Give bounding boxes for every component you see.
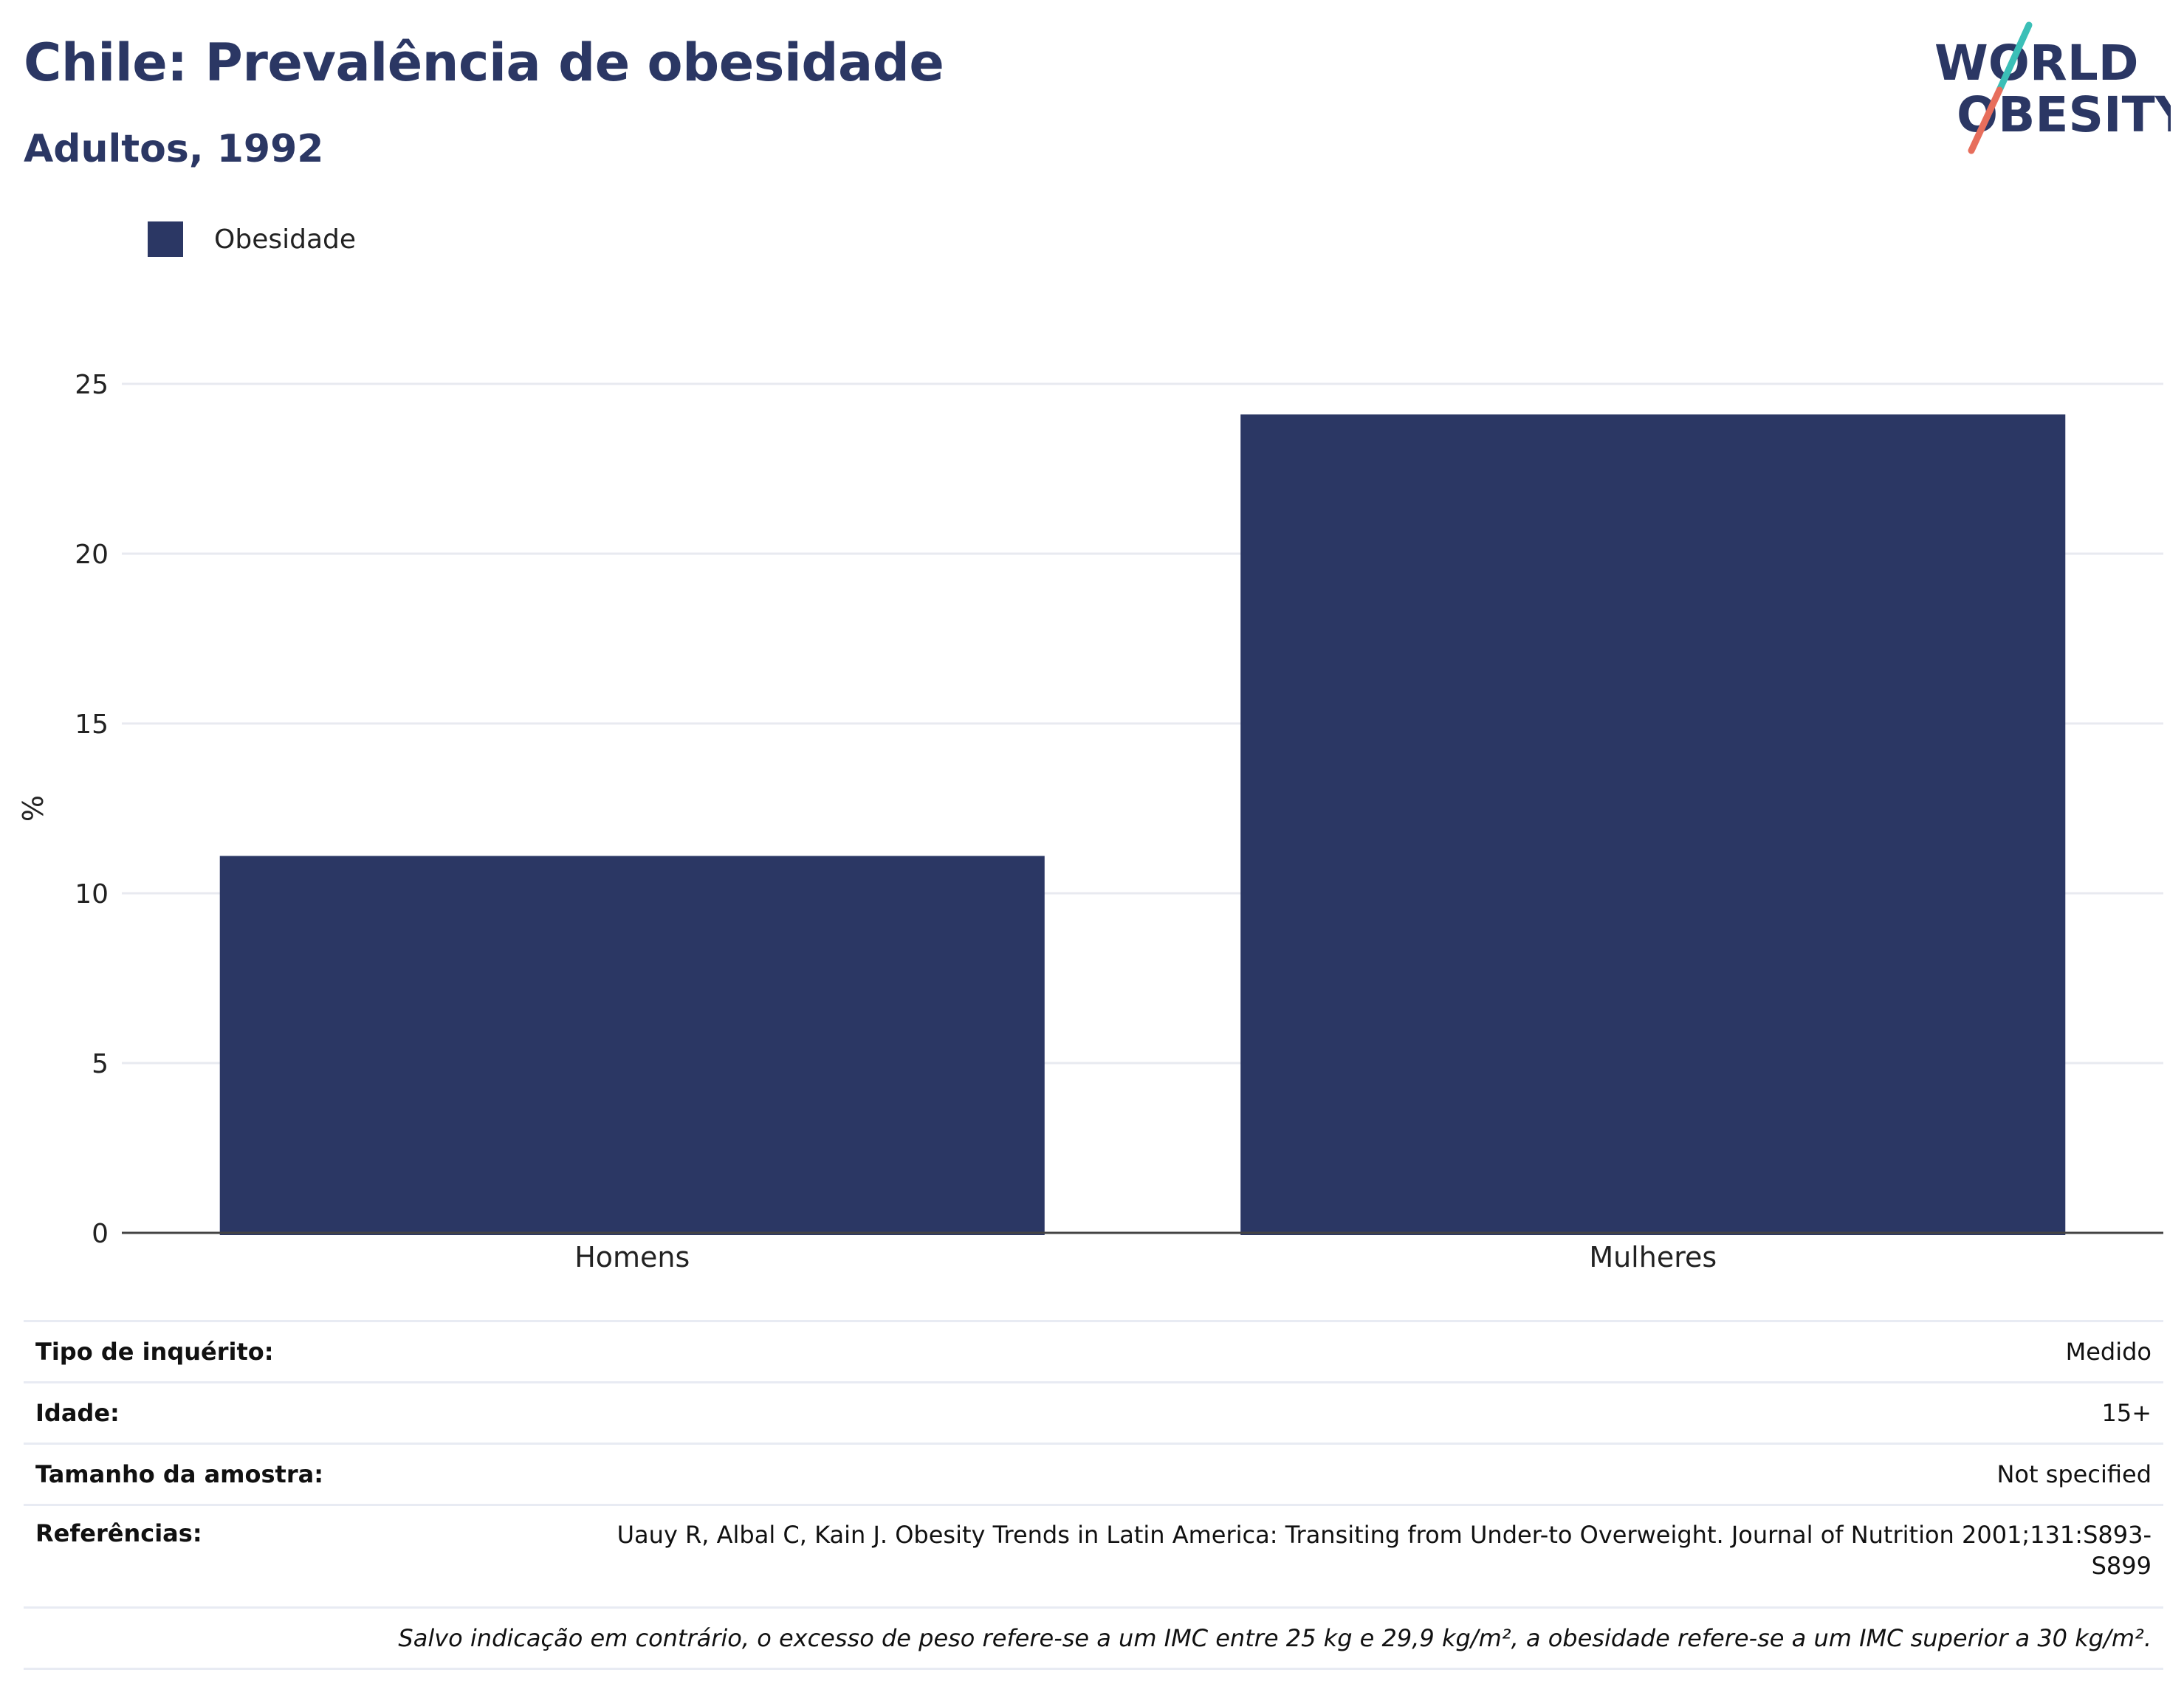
- legend: Obesidade: [148, 219, 356, 260]
- detail-row-note: Salvo indicação em contrário, o excesso …: [24, 1607, 2163, 1670]
- y-tick-label: 5: [92, 1049, 109, 1079]
- detail-key: Referências:: [24, 1505, 564, 1609]
- x-tick-label-mulheres: Mulheres: [1589, 1241, 1717, 1273]
- y-axis-label: %: [17, 795, 49, 822]
- detail-value: Not specified: [564, 1443, 2163, 1506]
- bars: [219, 414, 2066, 1235]
- legend-label-obesidade: Obesidade: [214, 224, 357, 255]
- bar-mulheres: [1240, 414, 2066, 1235]
- logo-slash-teal: [1996, 21, 2033, 94]
- logo-slash-coral: [1968, 86, 2003, 154]
- detail-row-sample-size: Tamanho da amostra: Not specified: [24, 1443, 2163, 1506]
- page-title: Chile: Prevalência de obesidade: [24, 32, 944, 93]
- y-tick-label: 10: [75, 879, 109, 910]
- y-tick-label: 0: [92, 1219, 109, 1249]
- y-tick-label: 20: [75, 540, 109, 570]
- bar-chart: 0 5 10 15 20 25 Homens Mulheres %: [17, 370, 2163, 1273]
- logo-line-world: WORLD: [1934, 35, 2139, 92]
- legend-swatch-obesidade: [148, 221, 183, 257]
- world-obesity-logo: WORLD OBESITY: [1934, 21, 2171, 154]
- y-tick-labels: 0 5 10 15 20 25: [75, 370, 109, 1249]
- detail-value: Medido: [564, 1320, 2163, 1383]
- detail-row-age: Idade: 15+: [24, 1382, 2163, 1445]
- detail-key: Idade:: [24, 1382, 564, 1445]
- definition-note: Salvo indicação em contrário, o excesso …: [24, 1607, 2163, 1670]
- bar-homens: [219, 856, 1045, 1235]
- x-tick-labels: Homens Mulheres: [574, 1241, 1717, 1273]
- y-tick-label: 15: [75, 709, 109, 740]
- x-tick-label-homens: Homens: [574, 1241, 690, 1273]
- detail-key: Tamanho da amostra:: [24, 1443, 564, 1506]
- detail-key: Tipo de inquérito:: [24, 1320, 564, 1383]
- survey-details-table: Tipo de inquérito: Medido Idade: 15+ Tam…: [24, 1320, 2163, 1670]
- y-tick-label: 25: [75, 370, 109, 400]
- page-subtitle: Adultos, 1992: [24, 127, 324, 171]
- detail-value: Uauy R, Albal C, Kain J. Obesity Trends …: [564, 1505, 2163, 1609]
- detail-row-survey-type: Tipo de inquérito: Medido: [24, 1320, 2163, 1383]
- logo-line-obesity: OBESITY: [1957, 86, 2171, 143]
- detail-row-references: Referências: Uauy R, Albal C, Kain J. Ob…: [24, 1505, 2163, 1609]
- detail-value: 15+: [564, 1382, 2163, 1445]
